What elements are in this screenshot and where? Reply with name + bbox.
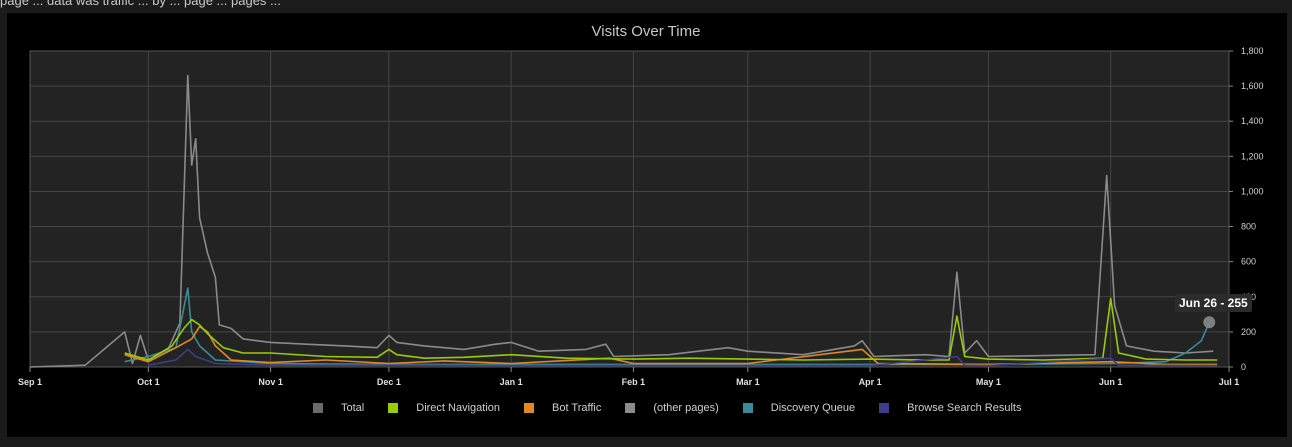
x-tick-label: Feb 1 [622,377,646,387]
legend-item[interactable]: Total [313,402,364,414]
x-tick-label: Mar 1 [736,377,760,387]
header-text-strip: page ... data was traffic ... by ... pag… [0,0,1292,12]
legend-label: (other pages) [653,402,719,414]
legend-label: Bot Traffic [552,402,602,414]
y-tick-label: 1,800 [1241,46,1264,56]
legend-item[interactable]: Discovery Queue [742,402,856,414]
x-tick-label: Apr 1 [859,377,882,387]
series-line-browse-search-results [148,348,1218,367]
tooltip-point[interactable] [1203,316,1216,329]
legend-label: Browse Search Results [907,402,1022,414]
series-line-bot-traffic [124,325,1218,366]
y-tick-label: 200 [1241,327,1256,337]
legend-item[interactable]: Bot Traffic [524,402,601,414]
x-tick-label: Jan 1 [500,377,523,387]
legend-label: Discovery Queue [770,402,856,414]
x-tick-label: May 1 [976,377,1001,387]
chart-title: Visits Over Time [591,23,701,40]
y-tick-label: 600 [1241,257,1256,267]
series-line-direct-navigation [124,297,1218,361]
legend-item[interactable]: Browse Search Results [879,402,1021,414]
x-tick-label: Nov 1 [258,377,283,387]
header-text: page ... data was traffic ... by ... pag… [0,0,281,8]
grid-lines [30,51,1229,367]
legend-swatch [742,403,753,413]
chart-tooltip: Jun 26 - 255 [1175,294,1252,312]
y-tick-label: 1,000 [1241,186,1264,196]
x-tick-label: Oct 1 [137,377,160,387]
legend-swatch [388,403,399,413]
legend-item[interactable]: (other pages) [625,402,719,414]
y-tick-label: 800 [1241,222,1256,232]
x-tick-label: Jul 1 [1219,377,1240,387]
x-tick-label: Sep 1 [18,377,42,387]
legend-label: Direct Navigation [416,402,501,414]
series-line-other-pages [29,74,1214,368]
x-tick-label: Dec 1 [377,377,401,387]
legend-item[interactable]: Direct Navigation [388,402,500,414]
y-tick-label: 1,200 [1241,151,1264,161]
legend-swatch [524,403,535,413]
legend-swatch [879,403,890,413]
y-tick-label: 1,600 [1241,81,1264,91]
plot-area [29,50,1230,368]
series-line-discovery-queue [124,287,1211,366]
legend-swatch [625,403,636,413]
y-tick-label: 0 [1241,362,1246,372]
legend-swatch [313,403,323,413]
legend-label: Total [341,402,365,414]
series-lines [29,74,1218,368]
x-tick-label: Jun 1 [1099,377,1123,387]
y-tick-label: 1,400 [1241,116,1264,126]
chart-legend: Total Direct Navigation Bot Traffic (other … [313,402,1045,414]
x-axis-ticks: Sep 1 Oct 1 Nov 1 Dec 1 Jan 1 Feb 1 Mar 1 Apr 1… [18,367,1239,387]
